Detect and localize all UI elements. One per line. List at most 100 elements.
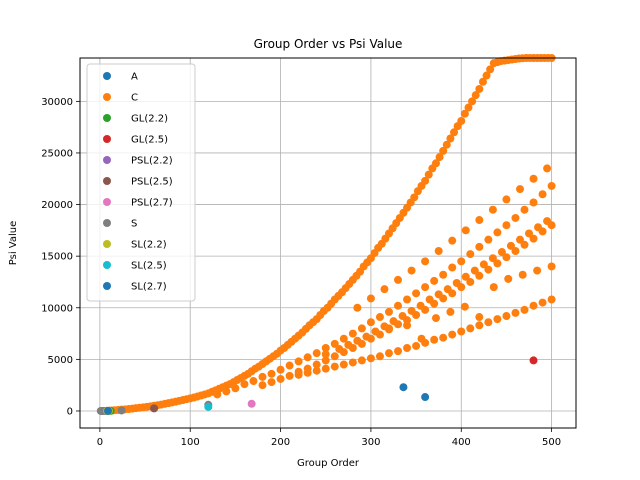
y-tick-label: 0 xyxy=(67,406,73,417)
x-tick-label: 200 xyxy=(271,437,290,448)
legend-marker xyxy=(103,219,111,227)
data-point xyxy=(410,193,419,202)
y-tick-label: 5000 xyxy=(48,355,73,366)
data-point xyxy=(258,372,267,381)
legend-box xyxy=(86,63,196,302)
legend-marker xyxy=(103,198,111,206)
legend-marker xyxy=(103,72,111,80)
data-point xyxy=(394,301,403,310)
data-point xyxy=(520,205,529,214)
data-point xyxy=(348,329,357,338)
data-point xyxy=(213,390,222,399)
data-point xyxy=(389,317,398,326)
data-point xyxy=(534,223,543,232)
data-point xyxy=(460,109,469,118)
x-axis-ticks: 0 100 200 300 400 500 xyxy=(97,428,561,448)
data-point xyxy=(448,263,457,272)
legend-marker xyxy=(103,282,111,290)
data-point xyxy=(407,306,416,315)
data-point xyxy=(421,393,430,402)
data-point xyxy=(538,298,547,307)
data-point xyxy=(430,335,439,344)
data-point xyxy=(150,404,159,413)
data-point xyxy=(547,295,556,304)
data-point xyxy=(518,270,527,279)
data-point xyxy=(276,365,285,374)
data-point xyxy=(525,229,534,238)
data-point xyxy=(533,266,542,275)
data-point xyxy=(330,362,339,371)
data-point xyxy=(511,308,520,317)
series-sl-2-7- xyxy=(104,406,113,415)
data-point xyxy=(335,345,344,354)
data-point xyxy=(442,140,451,149)
data-point xyxy=(446,307,455,316)
data-point xyxy=(443,285,452,294)
data-point xyxy=(321,350,330,359)
data-point xyxy=(394,275,403,284)
data-point xyxy=(403,321,412,330)
data-point xyxy=(430,276,439,285)
data-point xyxy=(466,250,475,259)
data-point xyxy=(240,380,249,389)
legend-marker xyxy=(103,93,111,101)
data-point xyxy=(249,377,258,386)
legend-label: SL(2.2) xyxy=(131,240,167,251)
data-point xyxy=(384,349,393,358)
x-axis-label: Group Order xyxy=(297,458,360,469)
data-point xyxy=(321,356,330,365)
data-point xyxy=(450,128,459,137)
legend-marker xyxy=(103,240,111,248)
data-point xyxy=(366,294,375,303)
data-point xyxy=(457,116,466,125)
data-point xyxy=(470,266,479,275)
data-point xyxy=(412,289,421,298)
data-point xyxy=(475,271,484,280)
series-a xyxy=(399,383,430,402)
data-point xyxy=(502,312,511,321)
data-point xyxy=(439,270,448,279)
legend-label: SL(2.5) xyxy=(131,261,167,272)
data-point xyxy=(247,399,256,408)
data-point xyxy=(475,321,484,330)
data-point xyxy=(475,313,484,322)
chart-title: Group Order vs Psi Value xyxy=(254,37,403,51)
data-point xyxy=(375,352,384,361)
data-point xyxy=(353,303,362,312)
legend-label: SL(2.7) xyxy=(131,282,167,293)
y-tick-label: 15000 xyxy=(41,252,73,263)
data-point xyxy=(448,236,457,245)
series-gl-2-5- xyxy=(529,356,538,365)
data-point xyxy=(547,262,556,271)
series-psl-2-5- xyxy=(150,404,159,413)
legend-marker xyxy=(103,135,111,143)
data-point xyxy=(511,246,520,255)
data-point xyxy=(353,336,362,345)
legend-marker xyxy=(103,261,111,269)
data-point xyxy=(403,295,412,304)
data-point xyxy=(475,84,484,93)
data-point xyxy=(416,301,425,310)
data-point xyxy=(547,181,556,190)
data-point xyxy=(457,327,466,336)
y-axis-ticks: 0 5000 10000 15000 20000 25000 30000 xyxy=(41,97,80,417)
data-point xyxy=(466,324,475,333)
data-point xyxy=(339,360,348,369)
data-point xyxy=(384,307,393,316)
data-point xyxy=(357,324,366,333)
data-point xyxy=(468,97,477,106)
data-point xyxy=(475,242,484,251)
data-point xyxy=(366,354,375,363)
data-point xyxy=(460,302,469,311)
data-point xyxy=(425,295,434,304)
data-point xyxy=(412,341,421,350)
plot-frame xyxy=(79,57,577,429)
data-point xyxy=(407,266,416,275)
data-point xyxy=(475,216,484,225)
x-tick-label: 400 xyxy=(452,437,471,448)
data-point xyxy=(403,344,412,353)
y-tick-label: 25000 xyxy=(41,148,73,159)
data-point xyxy=(543,164,552,173)
data-point xyxy=(529,174,538,183)
data-point xyxy=(493,259,502,268)
